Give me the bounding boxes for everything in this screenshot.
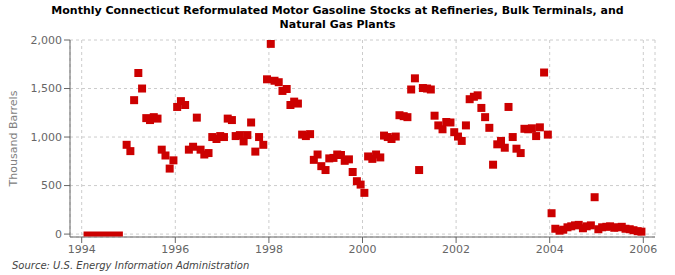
svg-text:1,500: 1,500 [31, 82, 63, 95]
svg-text:2,000: 2,000 [31, 34, 63, 47]
svg-text:1994: 1994 [68, 243, 96, 256]
svg-text:1,000: 1,000 [31, 131, 63, 144]
svg-text:2006: 2006 [629, 243, 657, 256]
html-text:Source: U.S. Energy Informatio: Source: U.S. Energy Information Administ… [12, 260, 250, 271]
html-text:Monthly Connecticut Reformulat: Monthly Connecticut Reformulated Motor G… [51, 4, 624, 17]
svg-text:0: 0 [55, 228, 62, 241]
svg-text:Thousand Barrels: Thousand Barrels [8, 90, 20, 187]
svg-text:1996: 1996 [161, 243, 189, 256]
svg-text:500: 500 [41, 179, 62, 192]
svg-text:1998: 1998 [255, 243, 283, 256]
svg-text:2004: 2004 [536, 243, 564, 256]
html-text:Natural Gas Plants: Natural Gas Plants [279, 18, 396, 31]
svg-text:2000: 2000 [349, 243, 377, 256]
svg-text:2002: 2002 [442, 243, 470, 256]
